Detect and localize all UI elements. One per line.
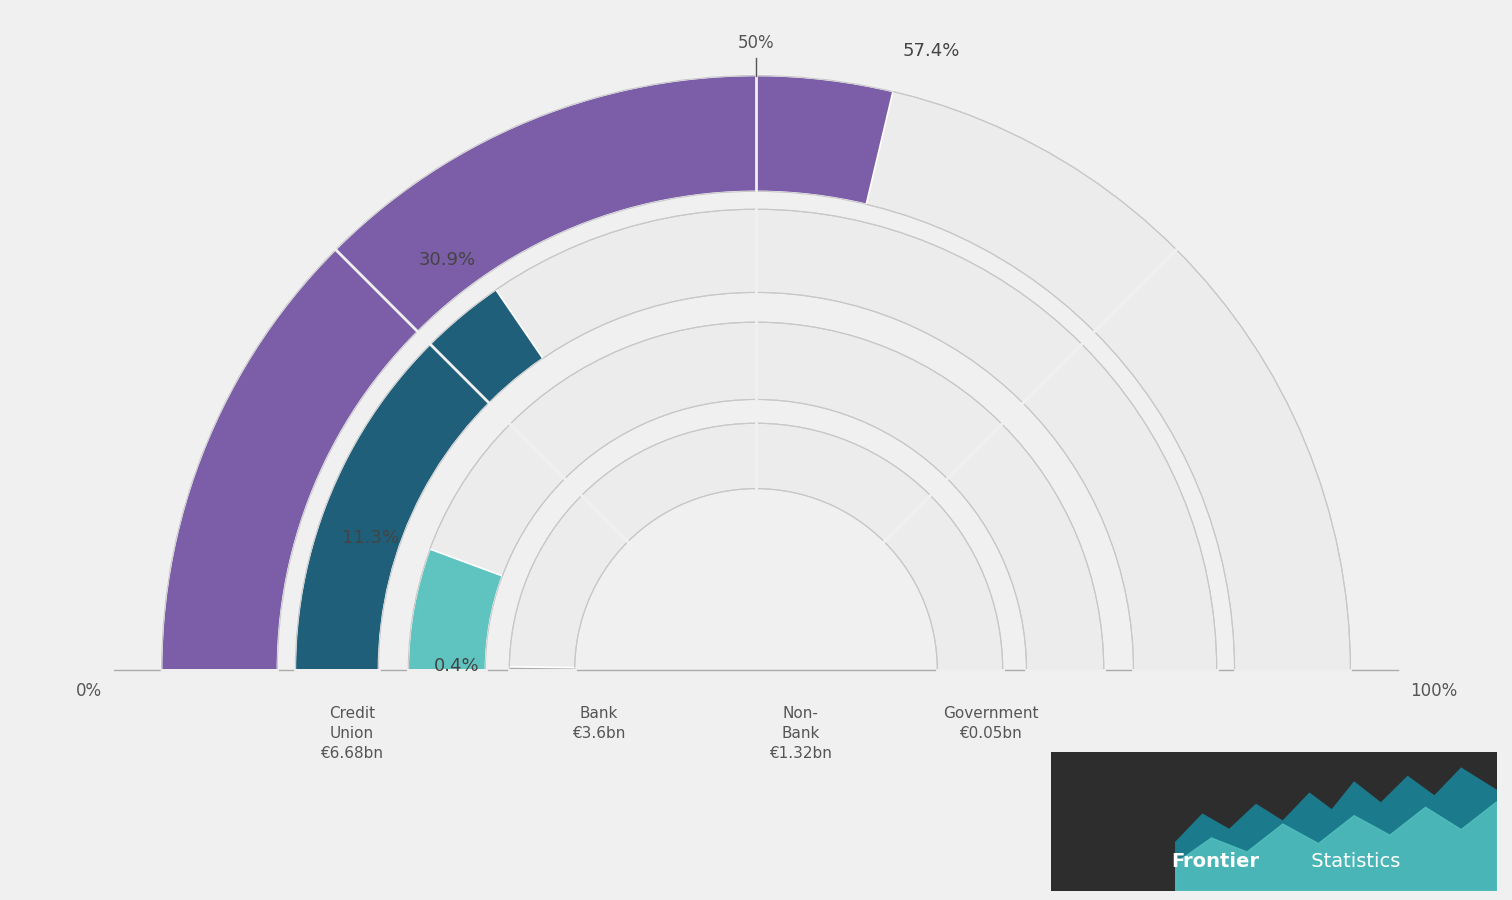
Text: 0%: 0% [76, 682, 103, 700]
Polygon shape [1176, 769, 1497, 891]
Wedge shape [510, 423, 1002, 670]
Text: 50%: 50% [738, 33, 774, 51]
Text: 57.4%: 57.4% [903, 42, 960, 60]
Text: 30.9%: 30.9% [419, 251, 476, 269]
Text: 0.4%: 0.4% [434, 658, 479, 676]
Wedge shape [295, 290, 543, 670]
Wedge shape [162, 76, 1350, 670]
Wedge shape [408, 322, 1104, 670]
Text: 11.3%: 11.3% [342, 528, 399, 546]
Text: Statistics: Statistics [1305, 852, 1400, 871]
Text: Non-
Bank
€1.32bn: Non- Bank €1.32bn [770, 706, 832, 761]
Text: Frontier: Frontier [1172, 852, 1259, 871]
Text: Bank
€3.6bn: Bank €3.6bn [572, 706, 624, 741]
FancyBboxPatch shape [1051, 752, 1497, 891]
Polygon shape [1176, 802, 1497, 891]
Wedge shape [510, 667, 575, 670]
Wedge shape [295, 210, 1217, 670]
Text: Government
€0.05bn: Government €0.05bn [943, 706, 1039, 741]
Wedge shape [162, 76, 894, 670]
Wedge shape [408, 549, 502, 670]
Text: 100%: 100% [1409, 682, 1458, 700]
Text: Credit
Union
€6.68bn: Credit Union €6.68bn [321, 706, 383, 761]
